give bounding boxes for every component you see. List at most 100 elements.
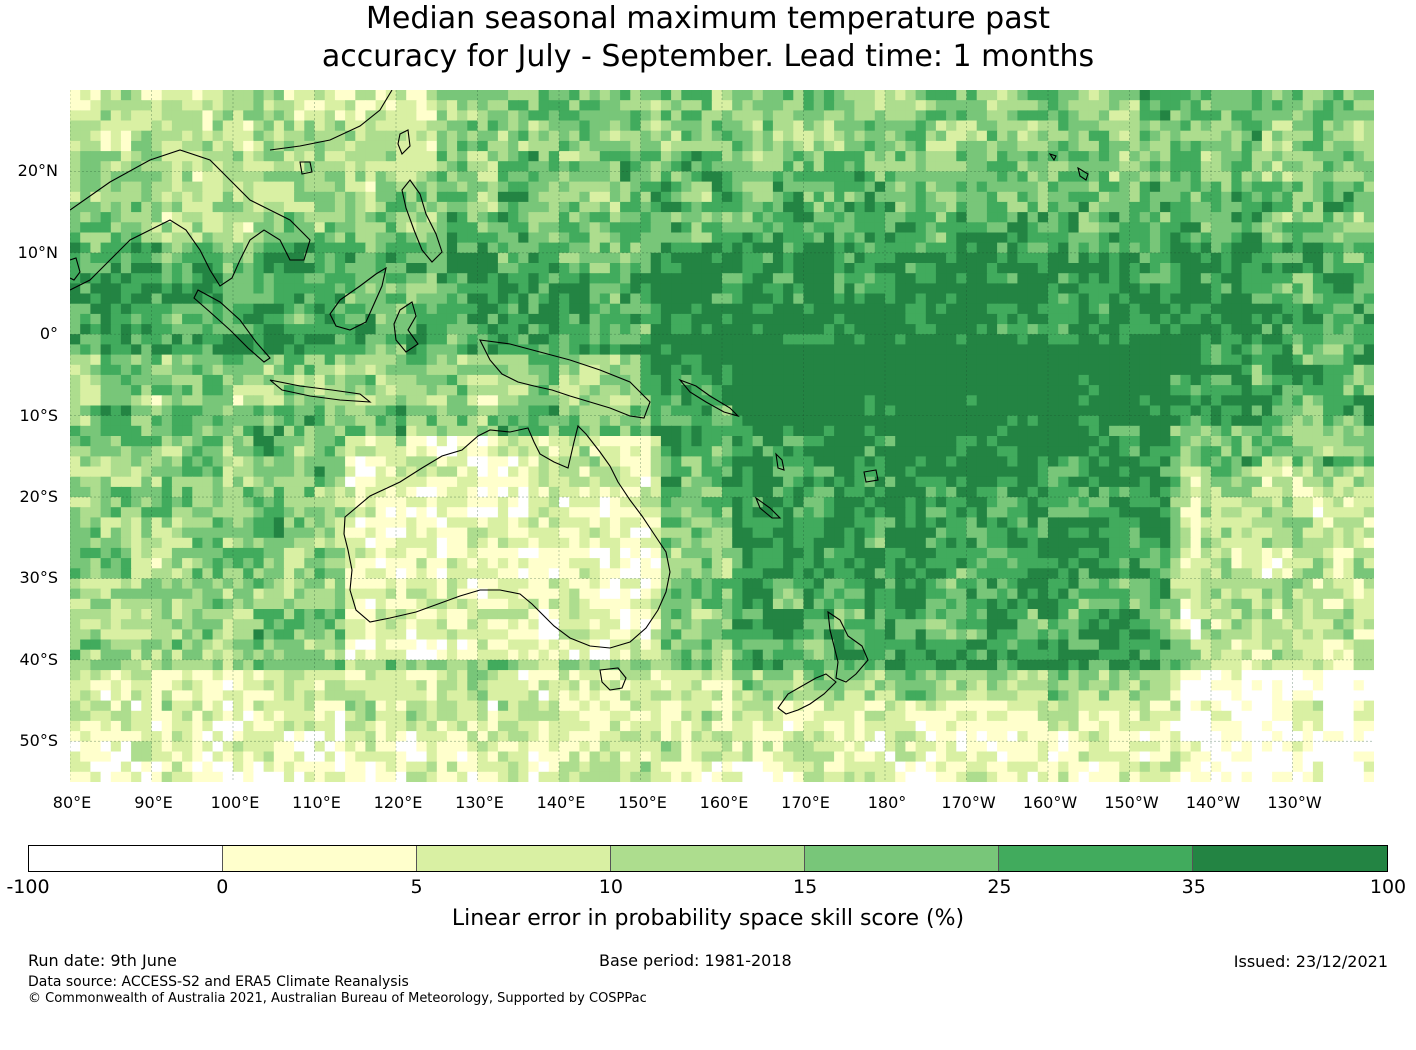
skill-cell	[925, 405, 937, 417]
skill-cell	[722, 466, 733, 478]
skill-cell	[406, 283, 417, 295]
skill-cell	[141, 100, 153, 111]
skill-cell	[1037, 120, 1049, 132]
skill-cell	[212, 100, 224, 111]
skill-cell	[273, 130, 285, 142]
skill-cell	[935, 364, 947, 376]
skill-cell	[80, 90, 91, 101]
skill-cell	[70, 232, 81, 244]
skill-cell	[813, 313, 825, 325]
skill-cell	[1292, 425, 1304, 437]
skill-cell	[385, 293, 397, 305]
skill-cell	[1098, 466, 1110, 478]
skill-cell	[915, 303, 927, 315]
skill-cell	[446, 405, 458, 417]
skill-cell	[925, 110, 937, 122]
skill-cell	[752, 395, 764, 407]
skill-cell	[681, 374, 693, 386]
skill-cell	[742, 436, 754, 447]
skill-cell	[660, 456, 672, 468]
skill-cell	[1058, 313, 1069, 325]
skill-cell	[1037, 313, 1049, 325]
skill-cell	[365, 171, 377, 183]
skill-cell	[905, 293, 917, 305]
skill-cell	[131, 181, 142, 193]
skill-cell	[1078, 303, 1090, 315]
skill-cell	[477, 120, 489, 132]
skill-cell	[1363, 201, 1374, 213]
skill-cell	[355, 313, 367, 325]
skill-cell	[772, 252, 784, 264]
skill-cell	[467, 303, 479, 315]
skill-cell	[1119, 303, 1131, 315]
skill-cell	[956, 181, 968, 193]
skill-cell	[385, 405, 397, 417]
skill-cell	[375, 303, 387, 315]
skill-cell	[253, 344, 265, 356]
skill-cell	[1231, 425, 1243, 437]
skill-cell	[691, 151, 703, 162]
skill-cell	[681, 354, 693, 366]
skill-cell	[1261, 120, 1273, 132]
skill-cell	[457, 374, 468, 386]
skill-cell	[701, 364, 713, 376]
skill-cell	[762, 283, 774, 295]
skill-cell	[171, 130, 183, 142]
skill-cell	[1363, 446, 1374, 457]
skill-cell	[711, 293, 723, 305]
skill-cell	[946, 456, 957, 468]
skill-cell	[1068, 374, 1080, 386]
skill-cell	[793, 395, 805, 407]
skill-cell	[222, 181, 234, 193]
skill-cell	[538, 354, 550, 366]
skill-cell	[986, 201, 998, 213]
skill-cell	[436, 405, 448, 417]
skill-cell	[997, 354, 1008, 366]
skill-cell	[90, 242, 102, 254]
skill-cell	[436, 476, 448, 488]
skill-cell	[997, 201, 1008, 213]
skill-cell	[548, 161, 560, 172]
skill-cell	[722, 446, 733, 457]
skill-cell	[375, 374, 387, 386]
skill-cell	[446, 161, 458, 172]
skill-cell	[334, 273, 346, 284]
skill-cell	[966, 252, 978, 264]
skill-cell	[182, 425, 193, 437]
skill-cell	[966, 364, 978, 376]
skill-cell	[630, 100, 642, 111]
skill-cell	[986, 395, 998, 407]
skill-cell	[722, 161, 733, 172]
skill-cell	[548, 263, 560, 274]
skill-cell	[1333, 385, 1345, 396]
skill-cell	[813, 201, 825, 213]
skill-cell	[1180, 385, 1192, 396]
skill-cell	[986, 283, 998, 295]
skill-cell	[538, 446, 550, 457]
skill-cell	[732, 100, 743, 111]
skill-cell	[793, 446, 805, 457]
skill-cell	[976, 354, 988, 366]
skill-cell	[304, 324, 316, 335]
skill-cell	[1190, 374, 1202, 386]
skill-cell	[243, 324, 254, 335]
skill-cell	[1048, 151, 1059, 162]
skill-cell	[100, 466, 112, 478]
skill-cell	[1098, 456, 1110, 468]
skill-cell	[925, 120, 937, 132]
skill-cell	[497, 161, 509, 172]
skill-cell	[569, 181, 580, 193]
skill-cell	[976, 252, 988, 264]
skill-cell	[1272, 130, 1283, 142]
skill-cell	[385, 395, 397, 407]
skill-cell	[528, 130, 540, 142]
skill-cell	[956, 273, 968, 284]
skill-cell	[436, 181, 448, 193]
skill-cell	[243, 405, 254, 417]
skill-cell	[1129, 446, 1141, 457]
skill-cell	[1272, 283, 1283, 295]
skill-cell	[1027, 130, 1039, 142]
skill-cell	[1272, 334, 1283, 345]
skill-cell	[1333, 354, 1345, 366]
skill-cell	[171, 222, 183, 234]
